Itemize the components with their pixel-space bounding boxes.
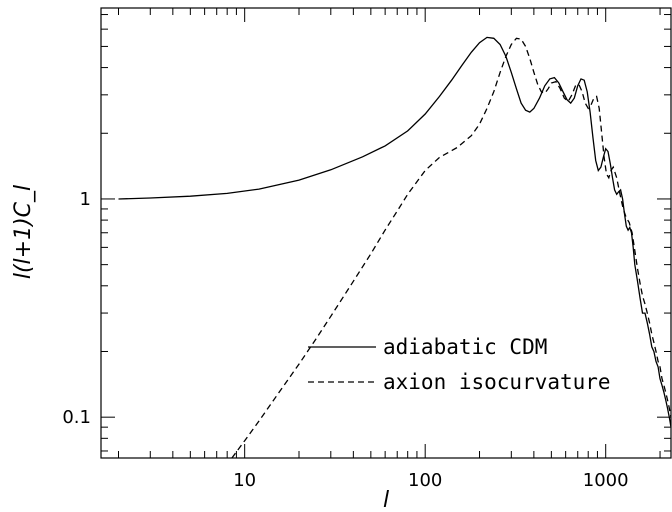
series-curves bbox=[118, 36, 671, 458]
legend-label-adiabatic-cdm: adiabatic CDM bbox=[383, 335, 547, 359]
y-axis-label: l(l+1)C_l bbox=[11, 185, 36, 279]
y-tick-label: 0.1 bbox=[62, 407, 91, 428]
y-tick-label: 1 bbox=[80, 189, 91, 210]
plot-frame bbox=[100, 7, 672, 459]
x-tick-label: 10 bbox=[233, 470, 256, 491]
x-tick-label: 100 bbox=[408, 470, 442, 491]
axis-ticks bbox=[101, 8, 671, 458]
tick-labels: 10 100 1000 0.1 1 bbox=[62, 189, 628, 491]
legend-label-axion-isocurvature: axion isocurvature bbox=[383, 370, 611, 394]
legend: adiabatic CDM axion isocurvature bbox=[308, 335, 611, 394]
series-line-axion-isocurvature bbox=[231, 37, 671, 458]
x-tick-label: 1000 bbox=[583, 470, 629, 491]
series-line-adiabatic-cdm bbox=[118, 36, 671, 428]
x-axis-label: l bbox=[383, 488, 389, 512]
